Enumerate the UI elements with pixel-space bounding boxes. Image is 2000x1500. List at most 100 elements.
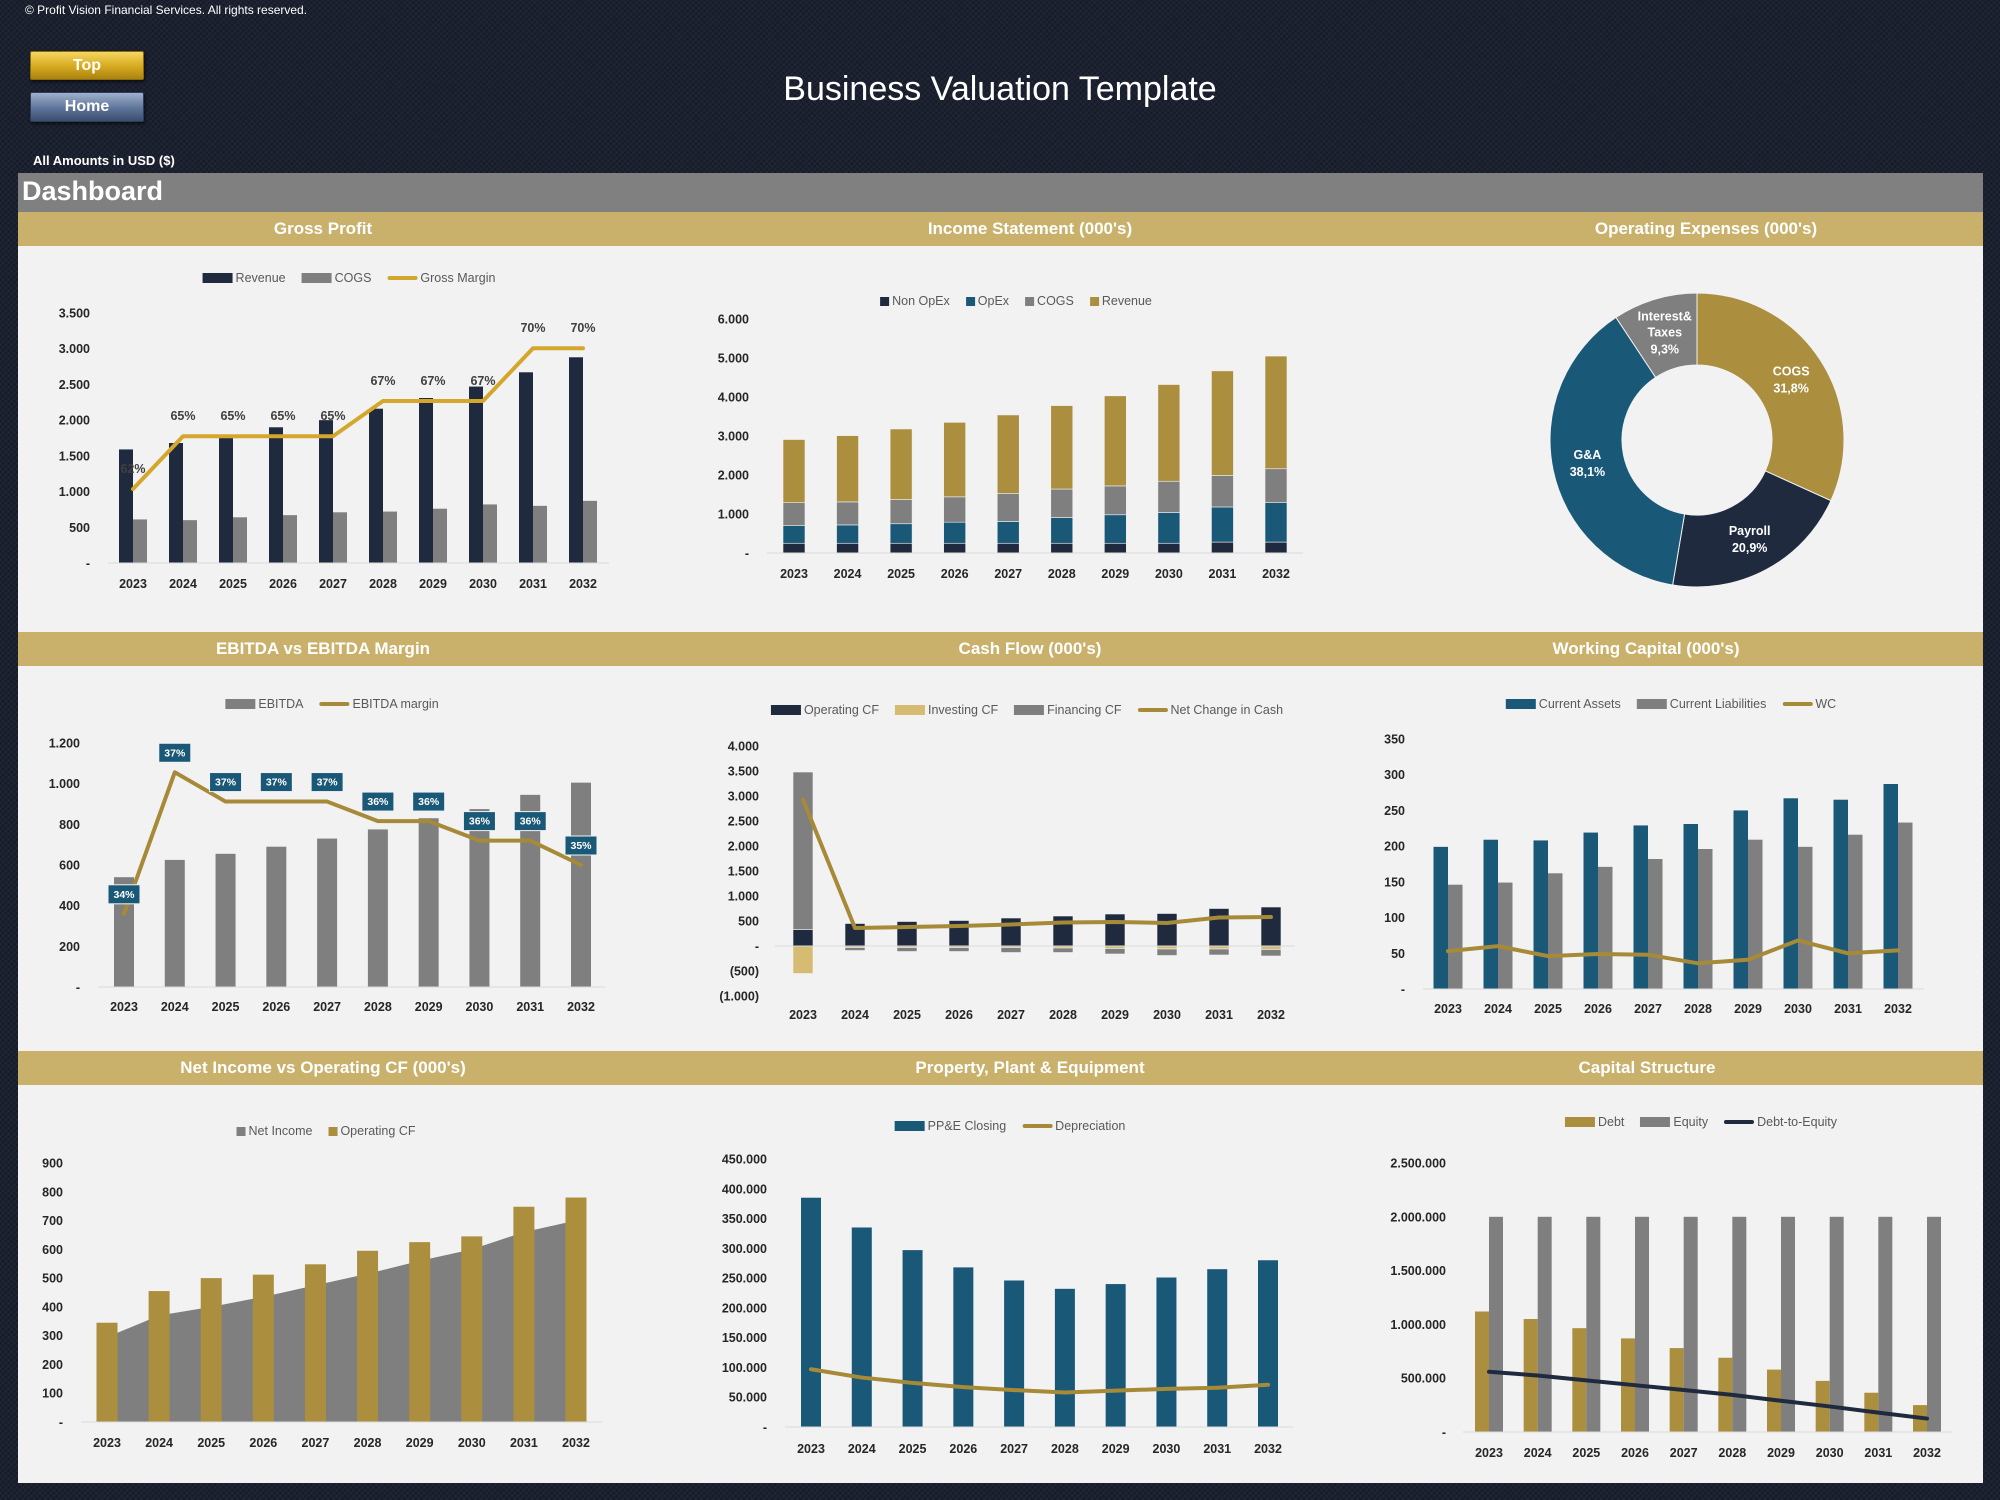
revenue-bar-2024 <box>169 443 183 563</box>
legend-label: Debt <box>1597 1115 1625 1129</box>
x-tick-label: 2023 <box>797 1442 825 1456</box>
cogs-bar-2024 <box>183 520 197 563</box>
legend-label: Non OpEx <box>892 294 950 308</box>
y-tick-label: 3.000 <box>718 430 749 444</box>
y-tick-label: 250.000 <box>722 1272 767 1286</box>
legend-item-cogs: COGS <box>1025 294 1074 308</box>
cogs-bar-2023 <box>782 502 806 527</box>
y-tick-label: 200 <box>42 1358 63 1372</box>
non-opex-bar-2030 <box>1157 542 1181 554</box>
data-label-box <box>310 772 344 793</box>
donut-label-name-line: Interest& <box>1638 310 1692 324</box>
revenue-bar-2030 <box>1157 384 1181 482</box>
operating-cf-bar-2031 <box>1208 908 1230 947</box>
legend-item-operating-cf: Operating CF <box>328 1124 415 1138</box>
gross-margin-line <box>131 346 585 492</box>
legend-swatch <box>387 276 418 280</box>
data-label: 36% <box>520 816 542 828</box>
revenue-bar-2027 <box>996 414 1020 494</box>
x-tick-label: 2027 <box>1670 1446 1698 1460</box>
legend-item-current-assets: Current Assets <box>1505 697 1621 711</box>
pp-e-closing-bar-2028 <box>1054 1288 1075 1427</box>
legend-item-wc: WC <box>1782 697 1836 711</box>
y-tick-label: 150.000 <box>722 1331 767 1345</box>
x-tick-label: 2023 <box>1434 1002 1462 1016</box>
data-label-box <box>158 742 192 763</box>
current-assets-bar-2025 <box>1533 840 1548 989</box>
chart-property-plant-equipment: - 50.000 100.000 150.000 200.000 250.000 300.0… <box>722 1153 1293 1456</box>
x-tick-label: 2024 <box>1524 1446 1552 1460</box>
non-opex-bar-2026 <box>943 542 966 554</box>
current-assets-bar-2028 <box>1683 824 1698 989</box>
y-tick-label: 600 <box>42 1243 63 1257</box>
y-tick-label: 3.500 <box>59 307 90 321</box>
legend-label: Operating CF <box>803 703 879 717</box>
data-label: 67% <box>470 374 495 388</box>
legend-item-revenue: Revenue <box>1089 294 1152 308</box>
legend-label: Depreciation <box>1055 1119 1126 1133</box>
revenue-bar-2029 <box>1104 395 1127 487</box>
legend-swatch <box>894 705 925 715</box>
pp-e-closing-bar-2023 <box>801 1197 821 1427</box>
x-tick-label: 2026 <box>1584 1002 1612 1016</box>
y-tick-label: 1.500 <box>59 449 90 463</box>
y-tick-label: 250 <box>1384 804 1405 818</box>
cogs-bar-2024 <box>836 501 859 526</box>
operating-cf-bar-2023 <box>792 929 814 947</box>
chart-operating-expenses-donut: COGS 31,8% Payroll 20,9% G&A 38,1% Interest& Ta… <box>1549 292 1845 588</box>
chart-income-statement-000-s: - 1.000 2.000 3.000 4.000 5.000 6.000 2023 2024 2… <box>718 313 1303 581</box>
data-label: 37% <box>266 777 288 789</box>
legend-label: EBITDA <box>258 697 304 711</box>
x-tick-label: 2025 <box>887 567 915 581</box>
financing-cf-bar-2026 <box>948 947 970 952</box>
y-tick-label: 200 <box>1384 840 1405 854</box>
cogs-bar-2027 <box>333 512 347 563</box>
donut-label-name: COGS <box>1773 364 1810 378</box>
opex-bar-2023 <box>782 525 806 544</box>
pp-e-closing-bar-2031 <box>1207 1269 1228 1427</box>
y-tick-label: 200 <box>59 940 80 954</box>
x-tick-label: 2023 <box>789 1008 817 1022</box>
equity-bar-2026 <box>1635 1216 1649 1432</box>
data-label-box <box>361 791 395 812</box>
x-tick-label: 2024 <box>834 567 862 581</box>
top-button[interactable]: Top <box>30 51 144 80</box>
x-tick-label: 2026 <box>949 1442 977 1456</box>
x-tick-label: 2032 <box>1257 1008 1285 1022</box>
x-tick-label: 2029 <box>1102 1442 1130 1456</box>
x-tick-label: 2029 <box>1767 1446 1795 1460</box>
legend-label: WC <box>1815 697 1837 711</box>
y-tick-label: 400 <box>42 1300 63 1314</box>
legend-item-revenue: Revenue <box>202 271 286 285</box>
x-tick-label: 2030 <box>1816 1446 1844 1460</box>
x-tick-label: 2031 <box>1203 1442 1231 1456</box>
revenue-bar-2027 <box>319 420 333 563</box>
y-tick-label: 3.000 <box>59 342 90 356</box>
y-tick-label: 2.500.000 <box>1390 1157 1446 1171</box>
donut-label-name: G&A <box>1574 448 1602 462</box>
depreciation-line <box>809 1367 1270 1395</box>
legend-label: Revenue <box>1101 294 1152 308</box>
x-tick-label: 2031 <box>1209 567 1237 581</box>
legend-cash-flow-000-s: Operating CF Investing CF Financing CF Net … <box>770 703 1283 717</box>
non-opex-bar-2023 <box>782 542 806 554</box>
operating-cf-bar-2031 <box>513 1206 535 1422</box>
cogs-bar-2030 <box>1157 480 1181 513</box>
chart-cash-flow-000-s: (1.000) (500) - 500 1.000 1.500 2.000 2.500 3.00… <box>719 740 1295 1022</box>
pp-e-closing-bar-2030 <box>1156 1277 1177 1427</box>
x-tick-label: 2026 <box>941 567 969 581</box>
x-tick-label: 2030 <box>458 1436 486 1450</box>
chart-capital-structure: - 500.000 1.000.000 1.500.000 2.000.000 2.500… <box>1390 1157 1952 1460</box>
copyright-text: © Profit Vision Financial Services. All … <box>25 3 308 17</box>
wc-line <box>1446 938 1900 966</box>
opex-bar-2030 <box>1157 512 1181 544</box>
home-button[interactable]: Home <box>30 92 144 122</box>
x-tick-label: 2032 <box>1254 1442 1282 1456</box>
x-tick-label: 2031 <box>1205 1008 1233 1022</box>
opex-bar-2026 <box>943 521 966 544</box>
cogs-bar-2028 <box>383 511 397 563</box>
opex-bar-2028 <box>1050 517 1074 544</box>
y-tick-label: - <box>86 557 90 571</box>
legend-swatch <box>1089 296 1099 306</box>
revenue-bar-2029 <box>419 398 433 563</box>
